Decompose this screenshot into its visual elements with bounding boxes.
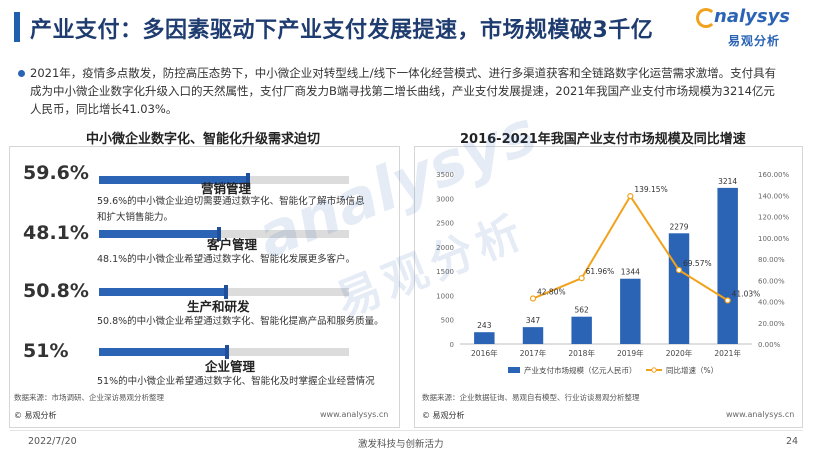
demand-desc: 59.6%的中小微企业迫切需要通过数字化、智能化了解市场信息和扩大销售能力。 bbox=[97, 196, 365, 223]
y-right-tick-label: 100.00% bbox=[758, 235, 789, 243]
right-source-note: 数据来源：企业数据征询、易观自有模型、行业访谈易观分析整理 bbox=[422, 393, 640, 402]
page-number: 24 bbox=[786, 436, 799, 447]
intro-paragraph: 2021年，疫情多点散发，防控高压态势下，中小微企业对转型线上/线下一体化经营模… bbox=[30, 66, 777, 116]
bar-value-label: 3214 bbox=[718, 177, 737, 186]
y-right-tick-label: 140.00% bbox=[758, 192, 789, 200]
y-left-tick-label: 500 bbox=[441, 317, 454, 325]
bar bbox=[668, 233, 690, 344]
demand-bar-track bbox=[99, 285, 349, 299]
demand-bar-fill bbox=[99, 348, 227, 356]
x-tick-label: 2016年 bbox=[471, 348, 498, 358]
page-title: 产业支付：多因素驱动下产业支付发展提速，市场规模破3千亿 bbox=[30, 18, 654, 43]
bar-value-label: 2279 bbox=[669, 222, 688, 231]
demand-bar-marker bbox=[224, 285, 228, 299]
growth-value-label: 69.57% bbox=[683, 259, 712, 268]
legend-bar-swatch bbox=[508, 367, 520, 373]
y-left-tick-label: 2000 bbox=[436, 244, 454, 252]
bar bbox=[571, 316, 592, 344]
logo-swoosh-icon bbox=[696, 8, 716, 28]
left-panel bbox=[9, 146, 400, 428]
demand-label: 营销管理 bbox=[201, 181, 252, 196]
legend-line-label: 同比增速（%） bbox=[666, 365, 718, 375]
bar-value-label: 347 bbox=[526, 316, 541, 325]
demand-bar-marker bbox=[224, 345, 229, 359]
y-left-tick-label: 0 bbox=[450, 341, 454, 349]
left-panel-heading: 中小微企业数字化、智能化升级需求迫切 bbox=[86, 132, 321, 147]
growth-point bbox=[529, 295, 537, 302]
growth-value-label: 139.15% bbox=[634, 185, 667, 194]
footer-divider bbox=[10, 430, 803, 431]
growth-point bbox=[675, 266, 683, 274]
growth-point bbox=[724, 297, 731, 304]
bullet-dot-icon bbox=[18, 70, 25, 77]
demand-label: 生产和研发 bbox=[187, 299, 250, 314]
demand-desc: 50.8%的中小微企业希望通过数字化、智能化提高产品和服务质量。 bbox=[97, 316, 384, 327]
y-left-tick-label: 3000 bbox=[436, 195, 454, 203]
analysys-logo: nalysys 易观分析 bbox=[696, 6, 800, 50]
y-right-tick-label: 20.00% bbox=[758, 320, 785, 328]
title-accent-bar bbox=[14, 12, 20, 42]
footer-date: 2022/7/20 bbox=[28, 436, 77, 447]
demand-percent: 50.8% bbox=[23, 280, 89, 302]
growth-point bbox=[627, 193, 634, 200]
left-copyright: © 易观分析 bbox=[14, 411, 57, 420]
y-left-tick-label: 1000 bbox=[436, 292, 454, 300]
demand-percent: 51% bbox=[23, 340, 69, 362]
growth-value-label: 41.03% bbox=[732, 289, 761, 298]
right-copyright: © 易观分析 bbox=[422, 411, 465, 420]
right-website: www.analysys.cn bbox=[726, 410, 795, 419]
growth-value-label: 61.96% bbox=[586, 267, 615, 276]
y-right-tick-label: 0.00% bbox=[758, 341, 781, 349]
logo-text-en: nalysys bbox=[714, 6, 791, 27]
y-right-tick-label: 160.00% bbox=[758, 171, 789, 179]
x-tick-label: 2018年 bbox=[568, 348, 595, 358]
growth-value-label: 42.80% bbox=[537, 288, 566, 297]
demand-percent: 59.6% bbox=[23, 162, 89, 184]
demand-bar-track bbox=[99, 345, 349, 359]
x-tick-label: 2017年 bbox=[520, 348, 547, 358]
y-left-tick-label: 1500 bbox=[436, 268, 454, 276]
demand-bar-fill bbox=[99, 288, 226, 296]
y-right-tick-label: 40.00% bbox=[758, 299, 785, 307]
demand-bar-track bbox=[99, 227, 349, 241]
bar-value-label: 243 bbox=[477, 321, 492, 330]
legend-bar-label: 产业支付市场规模（亿元人民币） bbox=[524, 365, 637, 375]
x-tick-label: 2021年 bbox=[714, 348, 741, 358]
y-right-tick-label: 60.00% bbox=[758, 277, 785, 285]
bar-value-label: 562 bbox=[575, 306, 590, 315]
bar bbox=[522, 327, 544, 344]
x-tick-label: 2019年 bbox=[617, 348, 644, 358]
logo-text-zh: 易观分析 bbox=[728, 34, 781, 48]
bar bbox=[717, 187, 738, 344]
bar bbox=[474, 332, 495, 344]
y-right-tick-label: 120.00% bbox=[758, 214, 789, 222]
y-left-tick-label: 3500 bbox=[436, 171, 454, 179]
demand-bar-marker bbox=[246, 173, 250, 187]
demand-bar-track bbox=[99, 173, 349, 187]
growth-point bbox=[578, 275, 585, 282]
y-left-tick-label: 2500 bbox=[436, 220, 454, 228]
right-panel bbox=[414, 146, 803, 428]
y-right-tick-label: 80.00% bbox=[758, 256, 785, 264]
left-website: www.analysys.cn bbox=[320, 410, 389, 419]
demand-desc: 48.1%的中小微企业希望通过数字化、智能化发展更多客户。 bbox=[97, 254, 356, 265]
bar bbox=[620, 278, 641, 344]
demand-desc: 51%的中小微企业希望通过数字化、智能化及时掌握企业经营情况 bbox=[97, 376, 375, 387]
demand-bar-marker bbox=[217, 227, 222, 241]
x-tick-label: 2020年 bbox=[666, 348, 693, 358]
demand-bar-fill bbox=[99, 176, 248, 184]
footer-slogan: 激发科技与创新活力 bbox=[358, 439, 444, 450]
bar-value-label: 1344 bbox=[621, 268, 640, 277]
demand-bar-fill bbox=[99, 230, 220, 238]
left-source-note: 数据来源：市场调研、企业深访易观分析整理 bbox=[14, 393, 164, 402]
market-size-chart: 0 500 1000 1500 2000 2500 3000 3500 0.00% 20.00% 4… bbox=[436, 171, 789, 375]
chart-title: 2016-2021年我国产业支付市场规模及同比增速 bbox=[460, 132, 746, 147]
demand-label: 客户管理 bbox=[207, 237, 258, 252]
demand-label: 企业管理 bbox=[205, 359, 256, 374]
legend-line-marker bbox=[651, 367, 657, 373]
demand-percent: 48.1% bbox=[23, 222, 89, 244]
